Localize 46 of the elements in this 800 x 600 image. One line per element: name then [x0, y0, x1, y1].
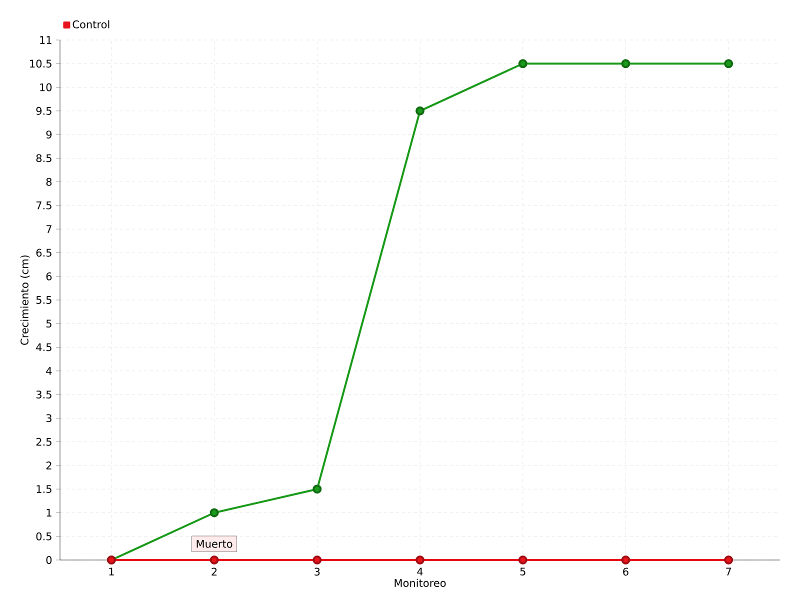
y-tick-label: 3 [46, 414, 52, 422]
y-tick-label: 0.5 [36, 532, 52, 540]
x-axis-title: Monitoreo [394, 578, 446, 587]
y-tick-label: 0 [46, 556, 52, 564]
x-tick-label: 7 [726, 568, 732, 576]
point [416, 556, 425, 564]
y-tick-label: 4 [46, 367, 52, 375]
point [210, 556, 219, 564]
y-tick-label: 5 [46, 320, 52, 328]
point [518, 59, 528, 68]
annotation: Muerto [196, 540, 232, 548]
x-tick-label: 3 [314, 568, 320, 576]
y-tick-label: 3.5 [36, 390, 52, 399]
y-tick-label: 10 [40, 83, 52, 92]
point [210, 508, 219, 518]
x-tick-label: 5 [520, 568, 526, 576]
point [724, 556, 734, 564]
y-tick-label: 10.5 [30, 60, 52, 68]
y-tick-label: 4.5 [36, 343, 52, 352]
y-tick-label: 6.5 [36, 248, 52, 257]
y-tick-label: 9.5 [36, 106, 52, 115]
y-tick-label: 6 [46, 272, 52, 280]
y-tick-label: 7.5 [36, 202, 52, 210]
y-tick-label: 7 [46, 225, 52, 233]
x-tick-label: 1 [109, 568, 114, 576]
point [621, 59, 630, 68]
y-tick-label: 1 [46, 508, 52, 517]
y-tick-label: 2 [46, 462, 52, 470]
legend-label: Control [72, 20, 110, 28]
y-tick-label: 9 [46, 130, 52, 139]
y-tick-label: 2.5 [36, 438, 52, 446]
point [416, 106, 425, 116]
x-tick-label: 4 [417, 568, 423, 576]
y-tick-label: 8 [46, 178, 52, 186]
x-tick-label: 2 [212, 568, 217, 576]
point [312, 556, 322, 564]
y-tick-label: 5.5 [36, 296, 52, 304]
y-tick-label: 8.5 [36, 154, 52, 162]
point [518, 556, 528, 564]
y-axis-title: Crecimiento (cm) [20, 255, 30, 345]
point [621, 556, 630, 564]
x-tick-label: 6 [623, 568, 628, 576]
y-tick-label: 11 [40, 36, 52, 44]
y-tick-label: 1.5 [36, 485, 52, 493]
point [724, 59, 734, 68]
point [312, 484, 322, 494]
